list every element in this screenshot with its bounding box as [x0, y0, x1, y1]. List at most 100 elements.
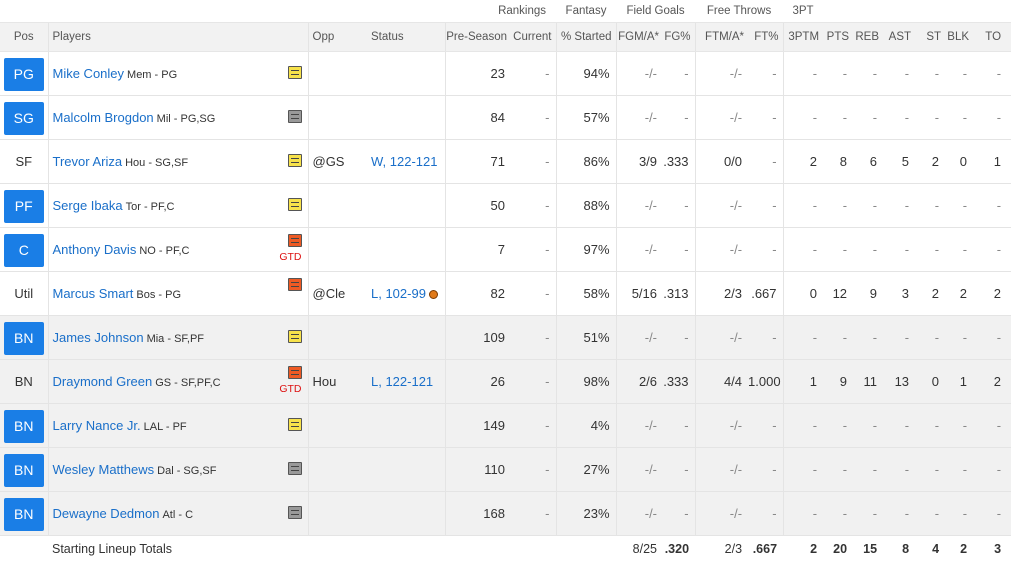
player-team-positions: Mem - PG: [127, 68, 178, 81]
position-button[interactable]: BN: [3, 497, 44, 531]
position-button[interactable]: BN: [3, 321, 44, 355]
col-3ptm[interactable]: 3PTM: [782, 21, 824, 52]
position-button[interactable]: BN: [3, 409, 44, 443]
stat-blk: -: [945, 491, 974, 536]
player-team-positions: Mil - PG,SG: [156, 112, 216, 125]
stat-ast: -: [883, 227, 916, 272]
stat-fgma: -/-: [615, 491, 664, 536]
player-name-link[interactable]: Mike Conley: [52, 65, 125, 81]
col-reb[interactable]: REB: [853, 21, 884, 52]
col-players[interactable]: Players: [47, 21, 308, 52]
stat-fgpct: -: [663, 315, 696, 360]
game-result-link[interactable]: L, 122-121: [371, 373, 434, 389]
col-pts[interactable]: PTS: [823, 21, 854, 52]
col-ftma[interactable]: FTM/A*: [694, 21, 749, 52]
player-team-positions: Hou - SG,SF: [125, 156, 189, 169]
player-name-link[interactable]: Marcus Smart: [52, 285, 134, 301]
gray-note-icon[interactable]: [287, 109, 302, 123]
yellow-note-icon[interactable]: [287, 65, 302, 79]
stat-reb: 11: [853, 359, 884, 404]
status-cell: [367, 95, 445, 140]
player-name-link[interactable]: Draymond Green: [52, 373, 153, 389]
stat-ast: -: [883, 95, 916, 140]
col-opp[interactable]: Opp: [307, 21, 367, 52]
col-fgpct[interactable]: FG%: [663, 21, 696, 52]
player-name-link[interactable]: Wesley Matthews: [52, 461, 155, 477]
col-fgma[interactable]: FGM/A*: [615, 21, 664, 52]
orange-note-icon[interactable]: [287, 365, 302, 379]
pct-started: 86%: [555, 139, 617, 184]
preseason-rank: 71: [444, 139, 511, 184]
stat-blk: -: [945, 51, 974, 96]
col-ftpct[interactable]: FT%: [748, 21, 784, 52]
totals-to: 3: [994, 542, 1002, 557]
totals-ftma: 2/3: [724, 542, 743, 557]
gray-note-icon[interactable]: [287, 461, 302, 475]
preseason-rank: 82: [444, 271, 511, 316]
position-cell: PG: [0, 51, 48, 96]
opponent-cell: [307, 51, 367, 96]
position-cell: SG: [0, 95, 48, 140]
three-pt-group-header: 3PT: [792, 4, 814, 17]
stat-to: -: [973, 491, 1012, 536]
pct-started: 23%: [555, 491, 617, 536]
totals-st: 4: [932, 542, 940, 557]
stat-ftma: -/-: [694, 95, 749, 140]
col-preseason[interactable]: Pre-Season: [444, 21, 511, 52]
col-blk[interactable]: BLK: [945, 21, 974, 52]
player-cell: Larry Nance Jr. LAL - PF: [47, 403, 308, 448]
yellow-note-icon[interactable]: [287, 197, 302, 211]
position-button[interactable]: SG: [3, 101, 44, 135]
gray-note-icon[interactable]: [287, 505, 302, 519]
orange-note-icon[interactable]: [287, 277, 302, 291]
player-name-link[interactable]: Larry Nance Jr.: [52, 417, 141, 433]
position-button[interactable]: C: [3, 233, 44, 267]
player-row: BN Wesley Matthews Dal - SG,SF 110-27% -/- - -…: [0, 447, 1012, 492]
totals-reb: 15: [863, 542, 878, 557]
player-name-link[interactable]: Anthony Davis: [52, 241, 137, 257]
yellow-note-icon[interactable]: [287, 153, 302, 167]
stat-fgpct: -: [663, 403, 696, 448]
stat-fgpct: -: [663, 227, 696, 272]
col-ast[interactable]: AST: [883, 21, 916, 52]
preseason-rank: 149: [444, 403, 511, 448]
col-pos[interactable]: Pos: [0, 21, 48, 52]
position-label[interactable]: Util: [14, 285, 34, 301]
player-row: SG Malcolm Brogdon Mil - PG,SG 84-57% -/- - -/…: [0, 95, 1012, 140]
stat-blk: -: [945, 183, 974, 228]
col-pct-started[interactable]: % Started: [555, 21, 617, 52]
stat-threeptm: -: [782, 227, 824, 272]
game-result-link[interactable]: L, 102-99: [371, 285, 426, 301]
position-label[interactable]: BN: [14, 373, 33, 389]
player-cell: Anthony Davis NO - PF,C GTD: [47, 227, 308, 272]
stat-ast: -: [883, 403, 916, 448]
player-name-link[interactable]: Dewayne Dedmon: [52, 505, 160, 521]
position-cell: Util: [0, 271, 48, 316]
player-cell: James Johnson Mia - SF,PF: [47, 315, 308, 360]
game-result-link[interactable]: W, 122-121: [371, 153, 438, 169]
gtd-status-badge: GTD: [279, 250, 302, 263]
position-button[interactable]: BN: [3, 453, 44, 487]
yellow-note-icon[interactable]: [287, 417, 302, 431]
stat-blk: -: [945, 403, 974, 448]
position-button[interactable]: PF: [3, 189, 44, 223]
col-st[interactable]: ST: [915, 21, 946, 52]
stat-to: -: [973, 403, 1012, 448]
col-current[interactable]: Current: [511, 21, 557, 52]
player-row: BN Draymond Green GS - SF,PF,C GTD Hou L, 122…: [0, 359, 1012, 404]
player-name-link[interactable]: James Johnson: [52, 329, 144, 345]
stat-reb: -: [853, 51, 884, 96]
position-button[interactable]: PG: [3, 57, 44, 91]
player-name-link[interactable]: Trevor Ariza: [52, 153, 123, 169]
totals-row: Starting Lineup Totals 8/25 .320 2/3 .66…: [0, 535, 1011, 563]
col-to[interactable]: TO: [973, 21, 1012, 52]
stat-st: -: [915, 447, 946, 492]
current-rank: -: [511, 183, 557, 228]
position-label[interactable]: SF: [15, 153, 33, 169]
yellow-note-icon[interactable]: [287, 329, 302, 343]
stat-fgma: -/-: [615, 183, 664, 228]
player-name-link[interactable]: Serge Ibaka: [52, 197, 123, 213]
orange-note-icon[interactable]: [287, 233, 302, 247]
player-name-link[interactable]: Malcolm Brogdon: [52, 109, 154, 125]
col-status[interactable]: Status: [367, 21, 445, 52]
